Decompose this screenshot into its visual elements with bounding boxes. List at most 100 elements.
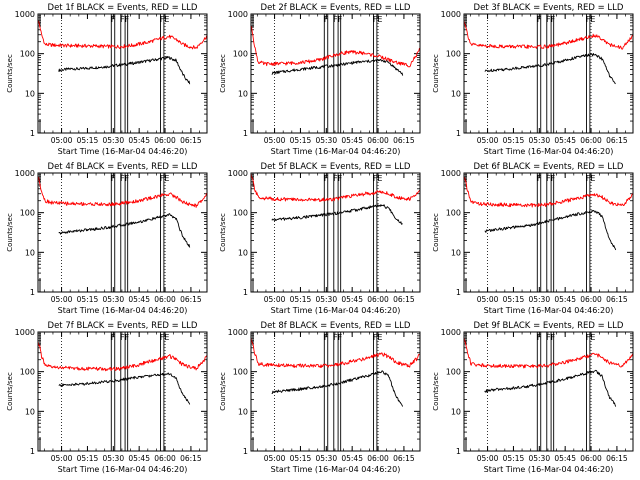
y-tick-label: 1 (30, 288, 35, 297)
y-axis-label: Counts/sec (219, 213, 227, 252)
x-tick-label: 06:00 (367, 295, 389, 304)
y-tick-label: 10 (238, 248, 248, 257)
series-line-events (58, 372, 191, 405)
x-tick-label: 05:30 (315, 454, 337, 463)
flag-label: FE (160, 333, 170, 342)
x-tick-label: 06:15 (180, 136, 202, 145)
chart-title: Det 6f BLACK = Events, RED = LLD (474, 162, 624, 172)
y-tick-label: 1000 (15, 328, 35, 337)
flag-label: FE (586, 333, 596, 342)
x-axis-label: Start Time (16-Mar-04 04:46:20) (271, 465, 401, 474)
x-tick-label: 05:00 (477, 295, 499, 304)
chart-panel-6: Det 6f BLACK = Events, RED = LLD Counts/s… (432, 162, 634, 315)
flag-label: FF (120, 15, 130, 24)
x-tick-label: 05:30 (102, 136, 124, 145)
flag-label: F (111, 174, 116, 183)
x-tick-label: 05:15 (290, 454, 312, 463)
chart-panel-8: Det 8f BLACK = Events, RED = LLD Counts/s… (219, 321, 421, 474)
x-tick-label: 05:45 (128, 454, 150, 463)
flag-label: FF (333, 174, 343, 183)
x-tick-label: 05:00 (264, 295, 286, 304)
x-tick-label: 05:00 (264, 136, 286, 145)
flag-label: F (111, 15, 116, 24)
x-tick-label: 05:45 (128, 295, 150, 304)
x-tick-label: 05:30 (315, 295, 337, 304)
chart-panel-7: Det 7f BLACK = Events, RED = LLD Counts/s… (6, 321, 208, 474)
y-tick-label: 1000 (441, 169, 461, 178)
y-tick-label: 10 (25, 89, 35, 98)
y-axis-label: Counts/sec (6, 54, 14, 93)
y-tick-label: 1000 (228, 169, 248, 178)
chart-title: Det 3f BLACK = Events, RED = LLD (474, 3, 624, 13)
x-tick-label: 06:15 (180, 295, 202, 304)
series-line-lld (463, 177, 634, 208)
x-tick-label: 05:45 (341, 295, 363, 304)
y-tick-label: 1 (243, 447, 248, 456)
chart-panel-4: Det 4f BLACK = Events, RED = LLD Counts/s… (6, 162, 208, 315)
y-tick-label: 1000 (228, 328, 248, 337)
plot-frame (463, 331, 634, 452)
y-tick-label: 1 (456, 447, 461, 456)
y-tick-label: 1000 (15, 10, 35, 19)
x-tick-label: 05:15 (290, 136, 312, 145)
flag-label: F (537, 333, 542, 342)
y-axis-label: Counts/sec (432, 372, 440, 411)
series-line-events (58, 55, 191, 85)
chart-title: Det 7f BLACK = Events, RED = LLD (48, 321, 198, 331)
x-tick-label: 06:00 (154, 454, 176, 463)
y-tick-label: 10 (25, 407, 35, 416)
y-tick-label: 10 (238, 407, 248, 416)
chart-panel-9: Det 9f BLACK = Events, RED = LLD Counts/s… (432, 321, 634, 474)
x-axis-label: Start Time (16-Mar-04 04:46:20) (484, 465, 614, 474)
x-tick-label: 05:00 (477, 136, 499, 145)
x-tick-label: 06:15 (606, 295, 628, 304)
x-tick-label: 06:15 (180, 454, 202, 463)
series-line-lld (250, 173, 421, 203)
x-tick-label: 06:00 (154, 136, 176, 145)
y-tick-label: 1 (30, 447, 35, 456)
flag-label: FF (120, 333, 130, 342)
chart-panel-5: Det 5f BLACK = Events, RED = LLD Counts/s… (219, 162, 421, 315)
y-tick-label: 100 (233, 209, 248, 218)
y-tick-label: 100 (446, 50, 461, 59)
y-axis-label: Counts/sec (219, 54, 227, 93)
y-tick-label: 1000 (15, 169, 35, 178)
plot-frame (37, 13, 208, 134)
flag-label: FF (333, 333, 343, 342)
series-line-lld (37, 176, 208, 208)
y-tick-label: 1 (456, 129, 461, 138)
flag-label: FE (373, 174, 383, 183)
x-tick-label: 06:00 (154, 295, 176, 304)
chart-title: Det 9f BLACK = Events, RED = LLD (474, 321, 624, 331)
series-line-lld (463, 337, 634, 369)
y-tick-label: 1000 (441, 328, 461, 337)
y-tick-label: 10 (25, 248, 35, 257)
plot-frame (250, 13, 421, 134)
y-tick-label: 100 (20, 209, 35, 218)
x-tick-label: 05:45 (128, 136, 150, 145)
x-tick-label: 05:30 (528, 295, 550, 304)
flag-label: FF (333, 15, 343, 24)
chart-title: Det 2f BLACK = Events, RED = LLD (261, 3, 411, 13)
flag-label: F (537, 174, 542, 183)
x-tick-label: 06:00 (580, 295, 602, 304)
y-axis-label: Counts/sec (219, 372, 227, 411)
x-tick-label: 05:30 (102, 295, 124, 304)
x-tick-label: 05:45 (554, 136, 576, 145)
y-tick-label: 100 (20, 368, 35, 377)
y-axis-label: Counts/sec (6, 213, 14, 252)
x-axis-label: Start Time (16-Mar-04 04:46:20) (58, 465, 188, 474)
x-tick-label: 05:15 (77, 295, 99, 304)
x-tick-label: 05:45 (554, 295, 576, 304)
series-line-events (271, 58, 404, 76)
x-tick-label: 05:00 (264, 454, 286, 463)
x-tick-label: 05:30 (102, 454, 124, 463)
x-axis-label: Start Time (16-Mar-04 04:46:20) (58, 306, 188, 315)
y-axis-label: Counts/sec (432, 54, 440, 93)
flag-label: F (324, 174, 329, 183)
x-tick-label: 05:15 (503, 295, 525, 304)
x-tick-label: 06:15 (393, 136, 415, 145)
x-tick-label: 06:15 (606, 136, 628, 145)
x-tick-label: 05:15 (290, 295, 312, 304)
series-line-lld (251, 26, 421, 68)
